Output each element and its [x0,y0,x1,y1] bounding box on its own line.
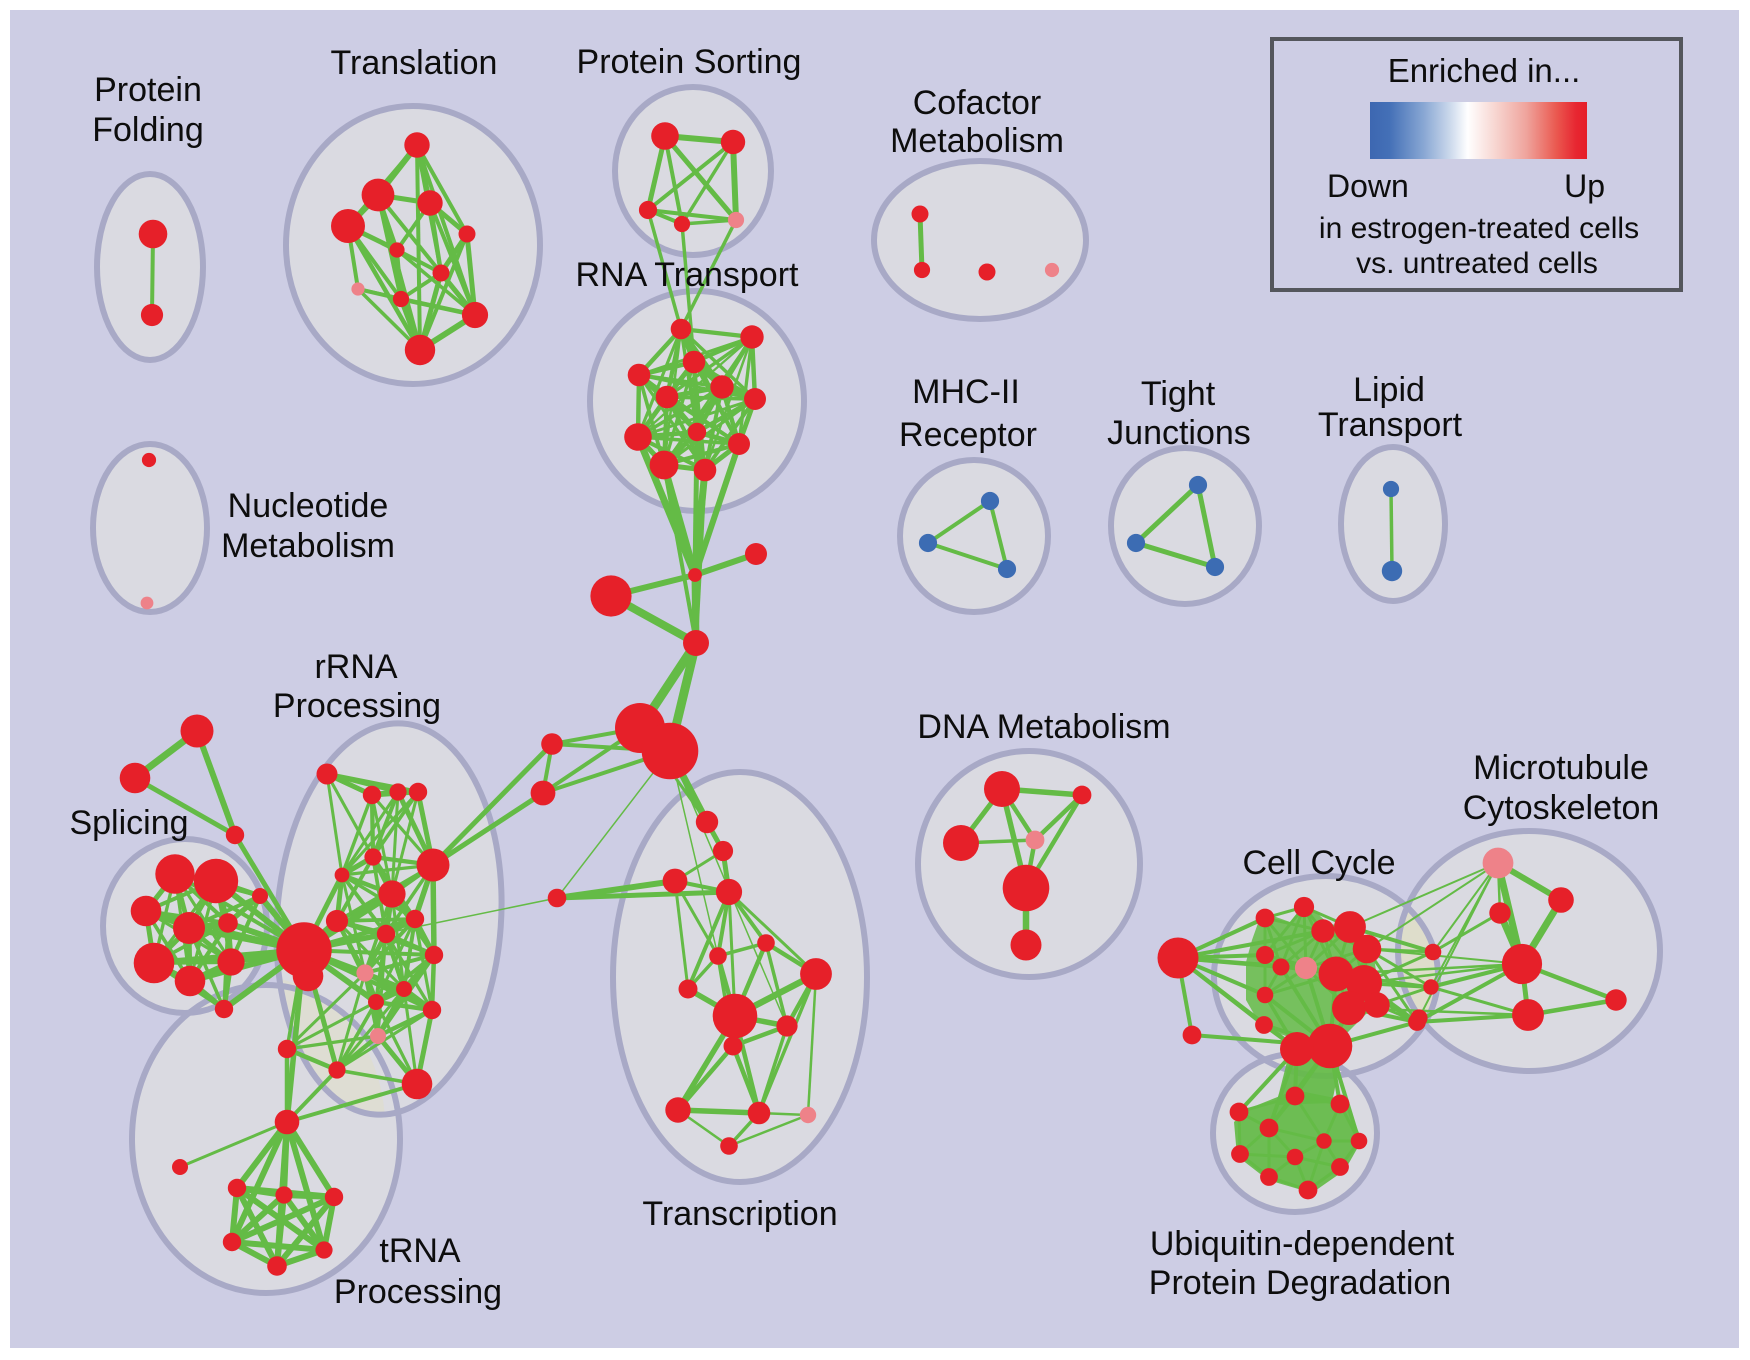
svg-text:Up: Up [1564,168,1605,204]
svg-text:Cofactor: Cofactor [913,84,1042,122]
svg-text:Tight: Tight [1141,375,1216,413]
svg-text:vs. untreated cells: vs. untreated cells [1356,247,1598,280]
svg-text:Down: Down [1327,168,1409,204]
svg-text:Cell Cycle: Cell Cycle [1242,844,1395,882]
svg-text:rRNA: rRNA [314,648,397,686]
svg-text:Splicing: Splicing [69,804,188,842]
svg-text:Transport: Transport [1318,406,1463,444]
svg-text:Cytoskeleton: Cytoskeleton [1463,789,1660,827]
svg-text:Receptor: Receptor [899,416,1037,454]
svg-text:Protein: Protein [94,71,202,109]
svg-text:Folding: Folding [92,111,204,149]
svg-text:Nucleotide: Nucleotide [228,487,389,525]
svg-text:Transcription: Transcription [642,1195,837,1233]
svg-text:Protein Sorting: Protein Sorting [577,43,802,81]
svg-text:in estrogen-treated cells: in estrogen-treated cells [1319,212,1639,245]
svg-text:Metabolism: Metabolism [890,122,1064,160]
svg-text:DNA Metabolism: DNA Metabolism [917,708,1170,746]
svg-text:Microtubule: Microtubule [1473,749,1649,787]
svg-text:Lipid: Lipid [1353,371,1425,409]
svg-text:Processing: Processing [273,687,441,725]
svg-text:Enriched in...: Enriched in... [1388,52,1581,89]
svg-text:tRNA: tRNA [379,1232,461,1270]
svg-text:MHC-II: MHC-II [912,373,1020,411]
svg-text:Processing: Processing [334,1273,502,1311]
svg-text:RNA Transport: RNA Transport [576,256,800,294]
svg-text:Protein Degradation: Protein Degradation [1149,1264,1451,1302]
svg-text:Junctions: Junctions [1107,414,1251,452]
svg-text:Metabolism: Metabolism [221,527,395,565]
svg-text:Translation: Translation [331,44,498,82]
svg-text:Ubiquitin-dependent: Ubiquitin-dependent [1150,1225,1455,1263]
